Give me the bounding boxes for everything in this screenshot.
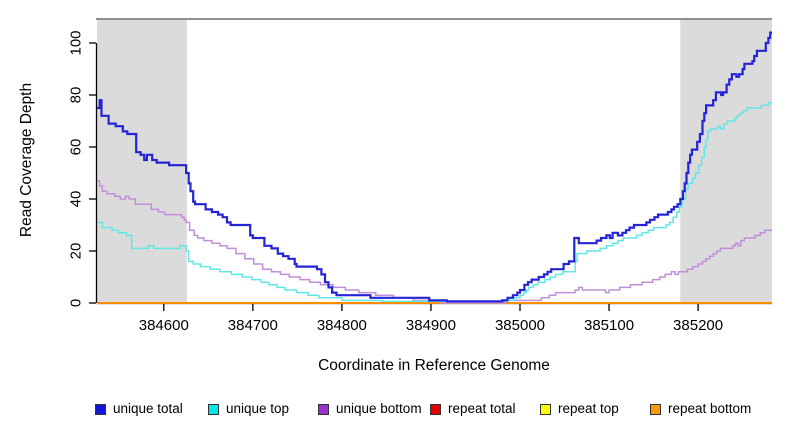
y-tick-label-2: 40 — [67, 190, 85, 208]
legend-item-repeat-bottom: repeat bottom — [650, 402, 751, 416]
x-tick-label-0: 384600 — [138, 317, 189, 334]
y-tick-label-1: 20 — [67, 242, 85, 260]
legend-label-repeat-top: repeat top — [558, 401, 619, 416]
y-tick-label-5: 100 — [67, 30, 85, 56]
x-tick-label-2: 384800 — [316, 317, 367, 334]
legend-item-unique-top: unique top — [208, 402, 289, 416]
legend-item-unique-total: unique total — [95, 402, 183, 416]
legend-label-repeat-total: repeat total — [448, 401, 516, 416]
legend-swatch-unique-top-icon — [208, 403, 219, 415]
legend-label-unique-bottom: unique bottom — [336, 401, 422, 416]
legend-swatch-repeat-total-icon — [430, 403, 441, 415]
shaded-region-1 — [680, 19, 772, 303]
x-tick-label-6: 385200 — [673, 317, 724, 334]
x-tick-label-3: 384900 — [405, 317, 456, 334]
legend-label-unique-total: unique total — [113, 401, 183, 416]
series-line-unique-bottom — [97, 180, 772, 304]
series-line-unique-top — [97, 102, 772, 303]
x-tick-label-4: 385000 — [494, 317, 546, 334]
legend-swatch-repeat-bottom-icon — [650, 403, 661, 415]
legend-swatch-unique-bottom-icon — [318, 403, 329, 415]
series-line-unique-total — [97, 31, 772, 303]
legend-item-repeat-top: repeat top — [540, 402, 619, 416]
x-tick-label-1: 384700 — [227, 317, 278, 334]
legend-label-unique-top: unique top — [226, 401, 290, 416]
y-tick-label-0: 0 — [67, 298, 85, 308]
legend-label-repeat-bottom: repeat bottom — [668, 401, 752, 416]
legend-item-repeat-total: repeat total — [430, 402, 516, 416]
y-axis-title: Read Coverage Depth — [18, 82, 35, 238]
y-tick-label-3: 60 — [67, 138, 85, 156]
x-tick-label-5: 385100 — [584, 317, 635, 334]
y-tick-label-4: 80 — [67, 86, 85, 104]
legend-item-unique-bottom: unique bottom — [318, 402, 422, 416]
x-axis-title: Coordinate in Reference Genome — [318, 357, 550, 374]
legend-swatch-repeat-top-icon — [540, 403, 551, 415]
shaded-region-0 — [97, 19, 187, 303]
legend-swatch-unique-total-icon — [95, 403, 106, 415]
